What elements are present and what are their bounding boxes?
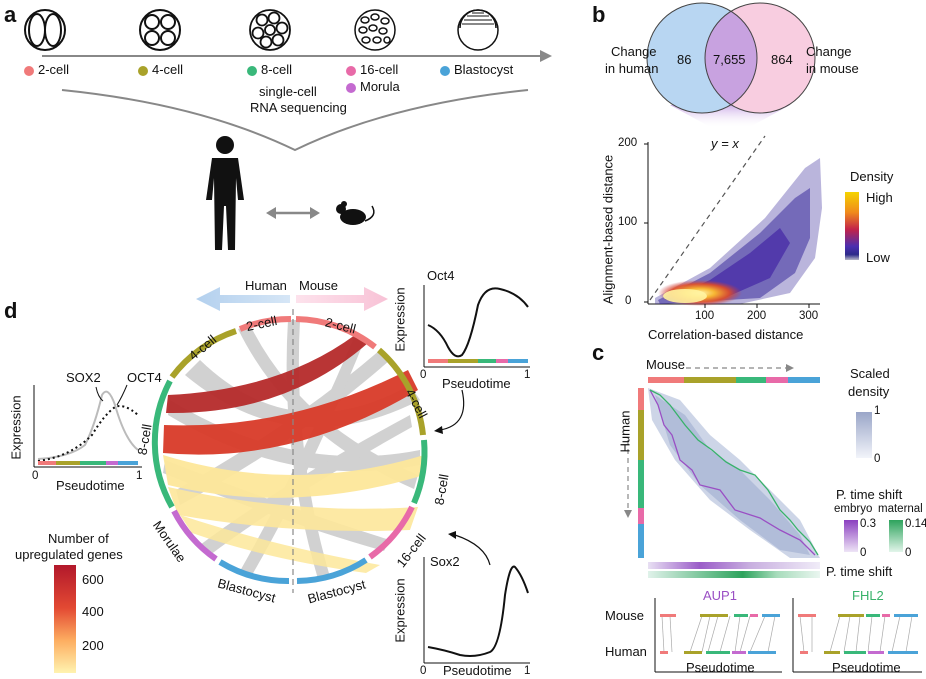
stage-label-8cell: 8-cell	[247, 62, 292, 77]
gene-label-fhl2: FHL2	[852, 588, 884, 603]
density-legend-bar	[845, 192, 859, 260]
maternal-legend-bar	[889, 520, 903, 552]
embryo-4cell-icon	[140, 10, 180, 50]
aup1-xlabel: Pseudotime	[686, 660, 755, 675]
oct4-xlabel: Pseudotime	[442, 376, 511, 391]
shift-bar-label: P. time shift	[826, 564, 892, 579]
left-plot-x1: 1	[136, 470, 142, 482]
stage-label-16cell: 16-cell	[346, 62, 398, 77]
left-plot-x0: 0	[32, 470, 38, 482]
human-silhouette-icon	[206, 136, 244, 250]
y-tick-200: 200	[618, 137, 637, 149]
stage-dot	[24, 66, 34, 76]
method-label-line2: RNA sequencing	[250, 100, 347, 115]
density-legend-low: Low	[866, 250, 890, 265]
sox2-title: Sox2	[430, 554, 460, 569]
scaled-density-min: 0	[874, 453, 880, 465]
shift-legend-maternal: maternal	[878, 503, 923, 515]
density-cloud	[655, 158, 822, 306]
sox2-oct4-expression-plot	[34, 385, 142, 467]
stage-dot	[138, 66, 148, 76]
venn-right-count: 864	[771, 52, 793, 67]
oct4-x1: 1	[524, 369, 530, 381]
mouse-stage-bar	[648, 377, 820, 383]
panel-c-mouse-label: Mouse	[646, 357, 685, 372]
sox2-x1: 1	[524, 665, 530, 677]
y-tick-0: 0	[625, 295, 631, 307]
row-label-mouse: Mouse	[605, 608, 644, 623]
venn-left-label-1: Change	[611, 44, 657, 59]
shift-legend-title: P. time shift	[836, 487, 902, 502]
scatter-ylabel: Alignment-based distance	[600, 155, 615, 305]
left-plot-xlabel: Pseudotime	[56, 478, 125, 493]
shift-bar-embryo	[648, 562, 820, 569]
embryo-16cell-icon	[355, 10, 395, 50]
gene-colorbar-tick-200: 200	[82, 638, 104, 653]
venn-left-label-2: in human	[605, 61, 658, 76]
human-arrow-label: Human	[245, 278, 287, 293]
stage-label-morula: Morula	[346, 79, 400, 94]
maternal-legend-min: 0	[905, 547, 911, 559]
stage-dot	[346, 83, 356, 93]
method-label-line1: single-cell	[259, 84, 317, 99]
stage-label-blastocyst: Blastocyst	[440, 62, 513, 77]
gene-colorbar-tick-400: 400	[82, 604, 104, 619]
stage-label-4cell: 4-cell	[138, 62, 183, 77]
gene-count-colorbar	[54, 565, 76, 673]
mouse-arrow-label: Mouse	[299, 278, 338, 293]
sox2-ylabel: Expression	[393, 578, 408, 642]
gene-colorbar-title-2: upregulated genes	[15, 547, 123, 562]
shift-legend-embryo: embryo	[834, 503, 872, 515]
stage-dot	[247, 66, 257, 76]
sox2-x0: 0	[420, 665, 426, 677]
row-label-human: Human	[605, 644, 647, 659]
gene-label-aup1: AUP1	[703, 588, 737, 603]
oct4-ylabel: Expression	[393, 287, 408, 351]
density-legend-title: Density	[850, 169, 893, 184]
left-plot-sox2-label: SOX2	[66, 370, 101, 385]
oct4-x0: 0	[420, 369, 426, 381]
gene-colorbar-tick-600: 600	[82, 572, 104, 587]
embryo-2cell-icon	[25, 10, 65, 50]
identity-label: y = x	[711, 136, 739, 151]
scaled-density-title-1: Scaled	[850, 366, 890, 381]
scaled-density-legend-bar	[856, 412, 872, 458]
embryo-blastocyst-icon	[458, 10, 498, 50]
scaled-density-max: 1	[874, 405, 880, 417]
venn-overlap-count: 7,655	[713, 52, 746, 67]
oct4-expression-plot	[424, 285, 530, 367]
sox2-expression-plot	[424, 557, 530, 663]
embryo-legend-bar	[844, 520, 858, 552]
x-tick-200: 200	[747, 310, 766, 322]
left-plot-ylabel: Expression	[9, 395, 24, 459]
embryo-8cell-icon	[250, 10, 290, 50]
human-stage-bar	[638, 388, 644, 558]
sox2-xlabel: Pseudotime	[443, 663, 512, 678]
density-legend-high: High	[866, 190, 893, 205]
venn-right-label-2: in mouse	[806, 61, 859, 76]
embryo-legend-max: 0.3	[860, 518, 876, 530]
stage-dot	[440, 66, 450, 76]
embryo-legend-min: 0	[860, 547, 866, 559]
panel-c-human-label: Human	[617, 411, 632, 453]
scaled-density-title-2: density	[848, 384, 889, 399]
maternal-legend-max: 0.14	[905, 518, 926, 530]
oct4-title: Oct4	[427, 268, 454, 283]
left-plot-oct4-label: OCT4	[127, 370, 162, 385]
gene-colorbar-title-1: Number of	[48, 531, 109, 546]
y-tick-100: 100	[618, 216, 637, 228]
panel-a-graphics	[0, 0, 590, 300]
scatter-xlabel: Correlation-based distance	[648, 327, 803, 342]
shift-bar-maternal	[648, 571, 820, 578]
venn-right-label-1: Change	[806, 44, 852, 59]
x-tick-300: 300	[799, 310, 818, 322]
stage-label-2cell: 2-cell	[24, 62, 69, 77]
stage-dot	[346, 66, 356, 76]
mouse-silhouette-icon	[336, 201, 374, 225]
x-tick-100: 100	[695, 310, 714, 322]
venn-left-count: 86	[677, 52, 691, 67]
fhl2-xlabel: Pseudotime	[832, 660, 901, 675]
compare-arrow-icon	[266, 207, 320, 219]
